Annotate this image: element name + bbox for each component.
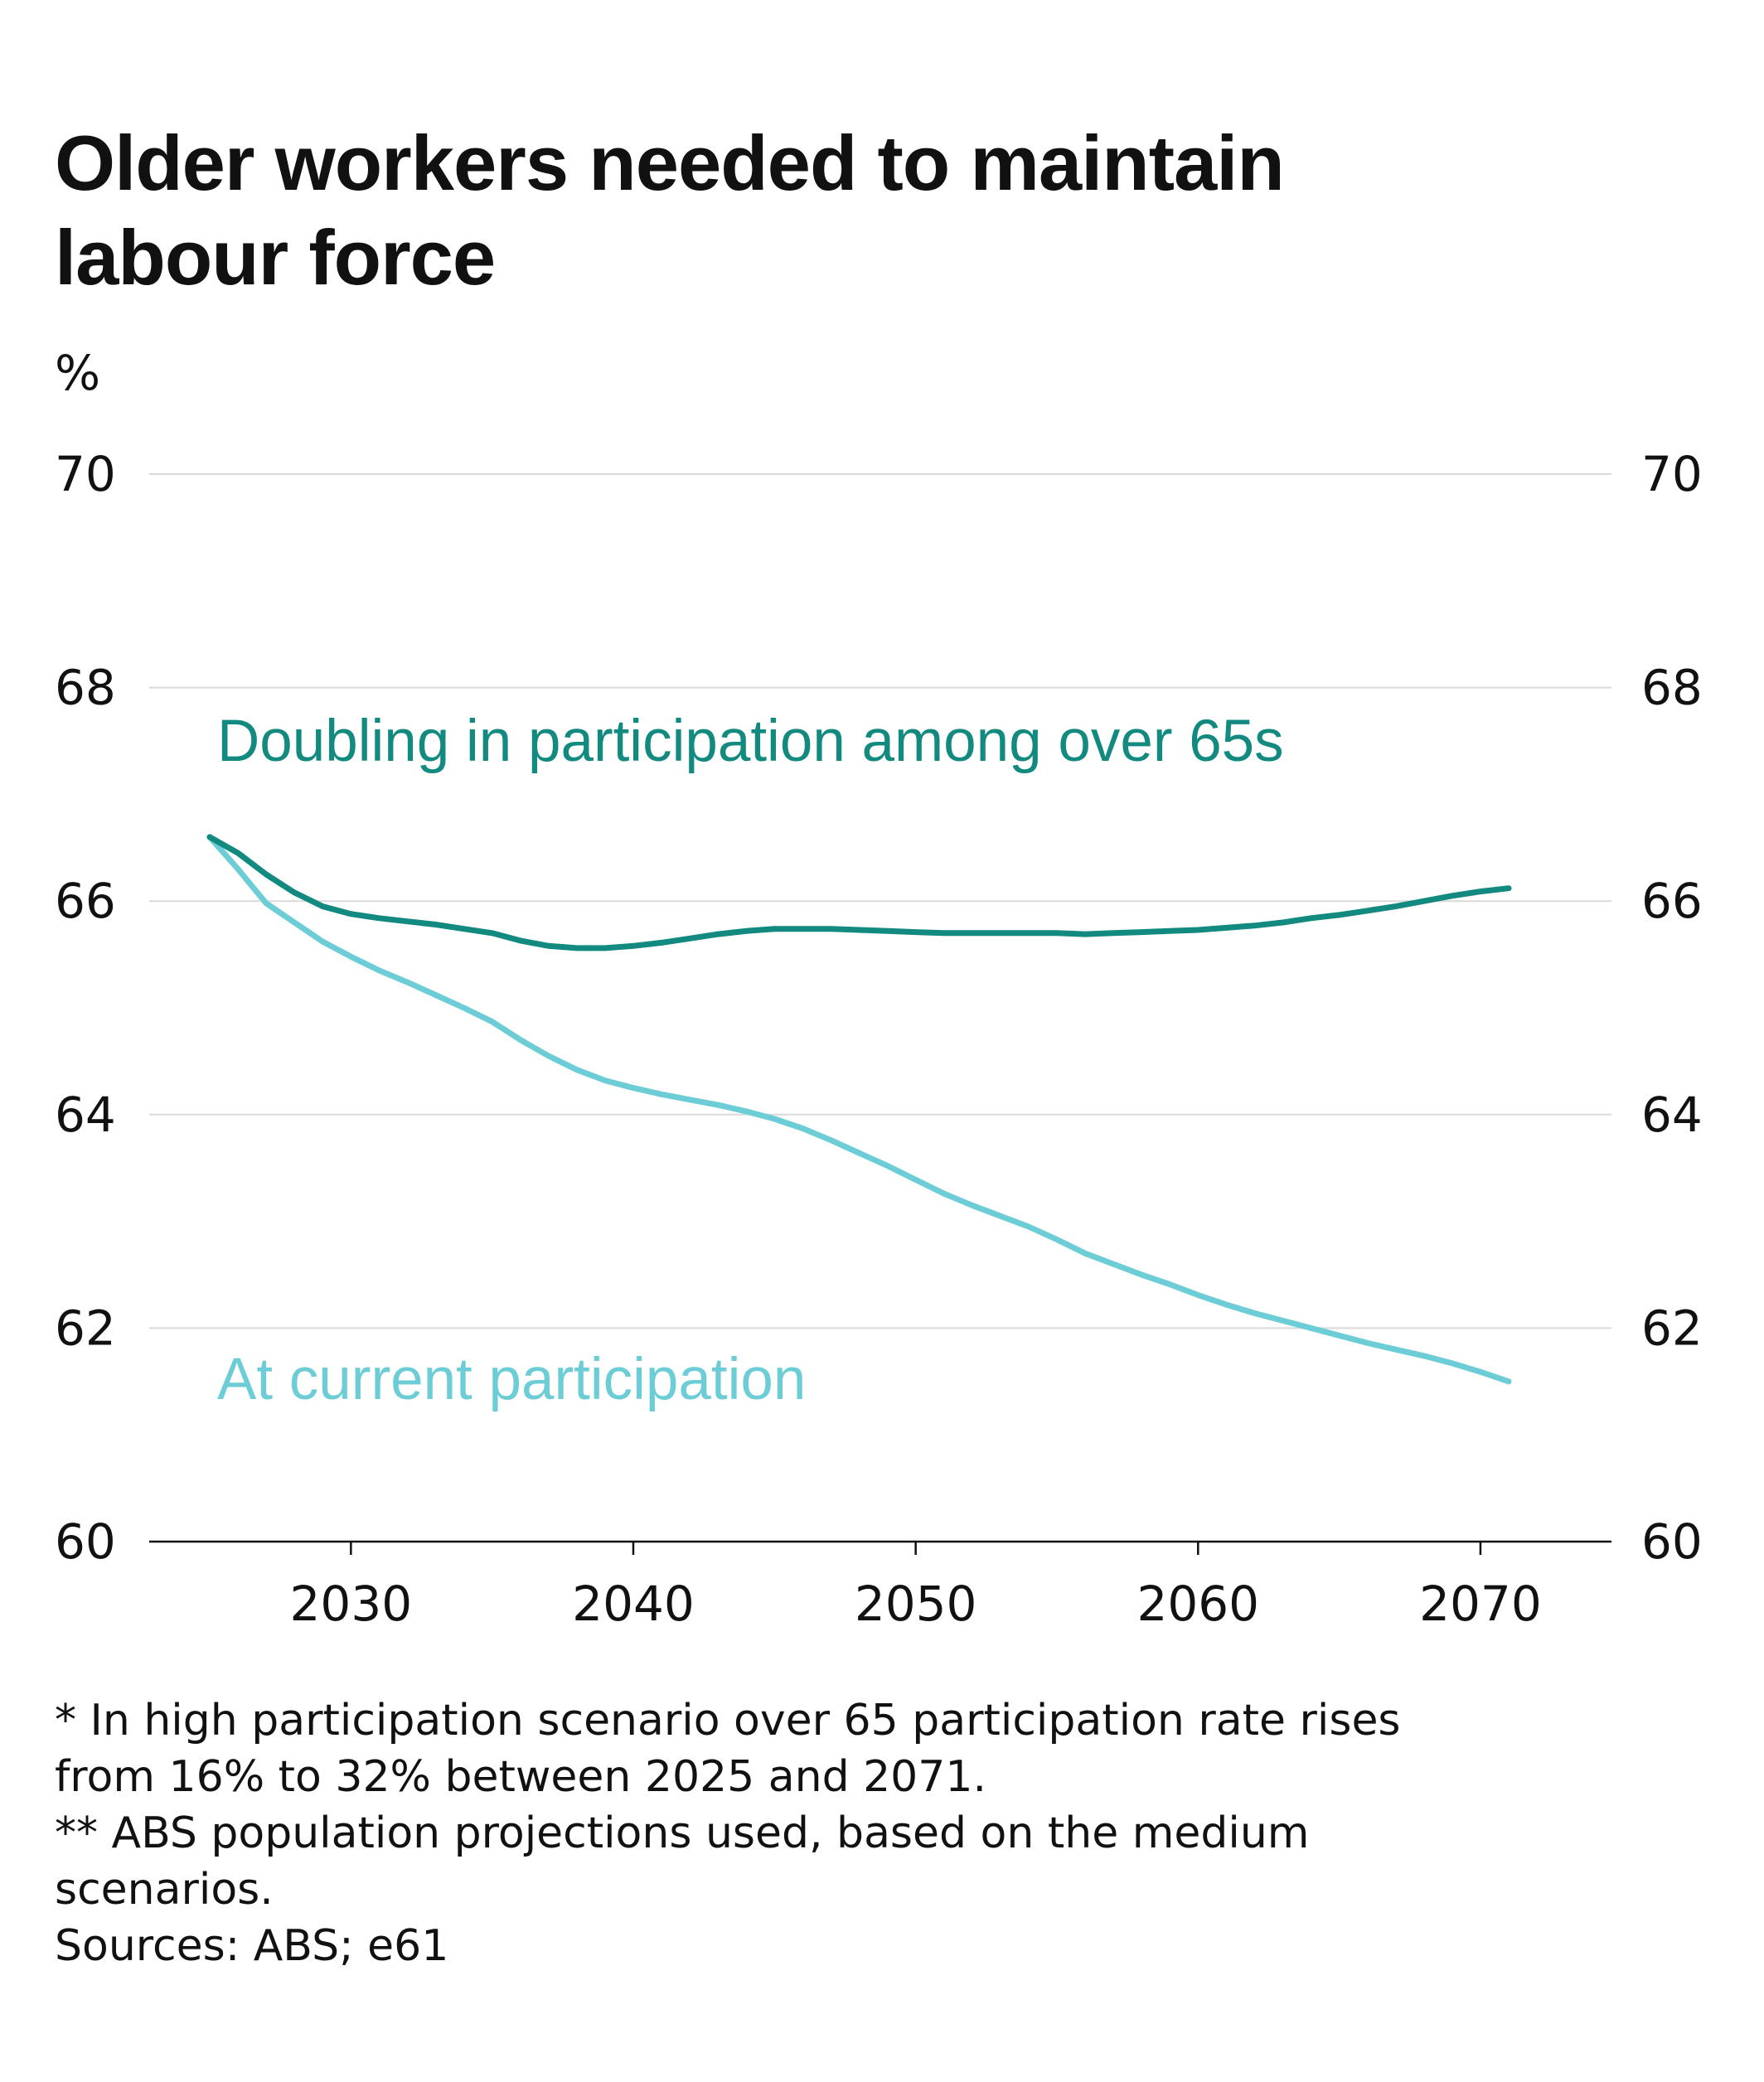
y-tick-label-left: 64	[55, 1087, 116, 1143]
y-tick-label-left: 66	[55, 873, 116, 929]
footnote-line: ** ABS population projections used, base…	[55, 1808, 1310, 1858]
y-tick-label-right: 66	[1641, 873, 1703, 929]
series-line-current	[206, 834, 1512, 1385]
y-axis-right-ticks: 60 62 64 66 68 70	[1641, 446, 1703, 1570]
x-tick-label: 2060	[1136, 1576, 1259, 1632]
y-tick-label-right: 62	[1641, 1300, 1703, 1356]
chart-title: Older workers needed to maintain labour …	[55, 119, 1285, 301]
x-tick-label: 2070	[1419, 1576, 1542, 1632]
x-axis-ticks: 2030 2040 2050 2060 2070	[290, 1542, 1542, 1632]
y-tick-label-right: 60	[1641, 1513, 1703, 1570]
y-tick-label-right: 70	[1641, 446, 1703, 502]
y-tick-label-left: 70	[55, 446, 116, 502]
footnote-line: * In high participation scenario over 65…	[55, 1696, 1401, 1745]
y-tick-label-right: 64	[1641, 1087, 1703, 1143]
series-lines	[206, 834, 1512, 1385]
line-chart: % 60 62 64 66 68 70 60 62 64 66 68 70 2030 2040 2050…	[55, 345, 1703, 1632]
series-label-current: At current participation	[217, 1347, 806, 1412]
footnote-line: from 16% to 32% between 2025 and 2071.	[55, 1752, 986, 1802]
footnote-line: scenarios.	[55, 1865, 274, 1915]
series-line-doubling	[206, 834, 1512, 951]
gridlines	[149, 473, 1611, 1329]
y-axis-unit-label: %	[55, 345, 100, 401]
x-tick-label: 2050	[855, 1576, 977, 1632]
x-tick-label: 2030	[290, 1576, 413, 1632]
sources-line: Sources: ABS; e61	[55, 1921, 449, 1971]
y-axis-left-ticks: 60 62 64 66 68 70	[55, 446, 116, 1570]
y-tick-label-left: 68	[55, 660, 116, 716]
y-tick-label-left: 62	[55, 1300, 116, 1356]
series-label-doubling: Doubling in participation among over 65s	[217, 709, 1284, 774]
y-tick-label-left: 60	[55, 1513, 116, 1570]
x-tick-label: 2040	[572, 1576, 695, 1632]
chart-footnotes: * In high participation scenario over 65…	[55, 1692, 1630, 1974]
y-tick-label-right: 68	[1641, 660, 1703, 716]
